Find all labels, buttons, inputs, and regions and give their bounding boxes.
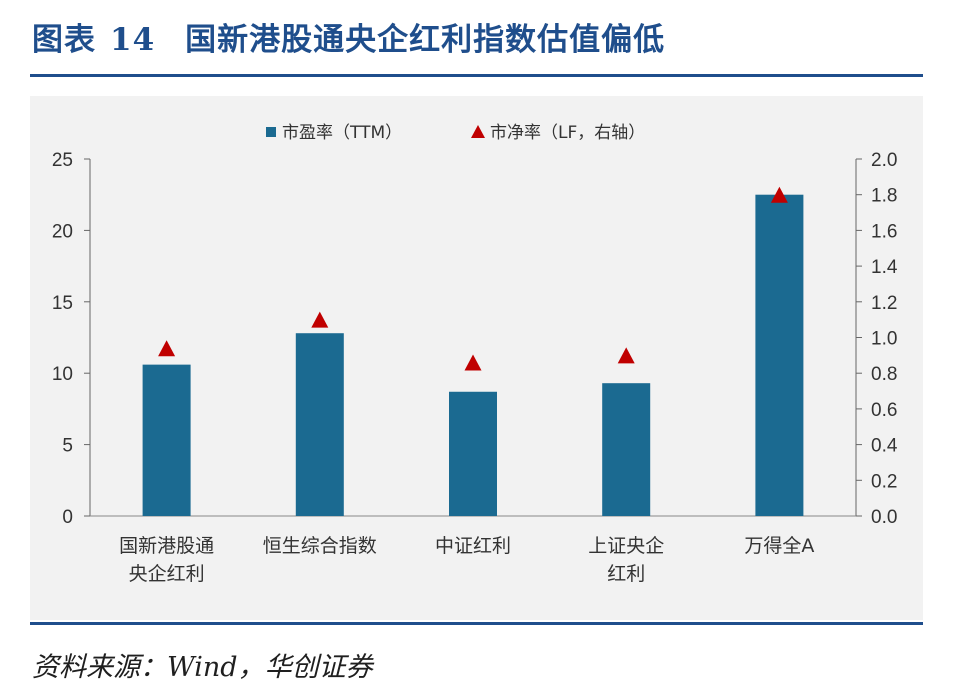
pb-marker bbox=[464, 354, 482, 371]
left-axis-tick-label: 15 bbox=[52, 293, 73, 314]
left-axis-tick-label: 20 bbox=[52, 221, 73, 242]
figure-number: 14 bbox=[110, 22, 156, 58]
right-axis-tick-label: 1.2 bbox=[871, 293, 897, 314]
pb-marker bbox=[311, 311, 329, 328]
left-axis-tick-label: 5 bbox=[62, 436, 73, 457]
category-label: 上证央企 bbox=[588, 535, 664, 557]
legend-pe-swatch bbox=[266, 127, 276, 137]
pe-bar bbox=[295, 333, 344, 516]
right-axis-tick-label: 1.4 bbox=[871, 257, 898, 278]
pe-bar bbox=[755, 194, 804, 516]
category-label: 恒生综合指数 bbox=[263, 535, 377, 557]
right-axis-tick-label: 2.0 bbox=[871, 150, 897, 171]
right-axis-tick-label: 1.0 bbox=[871, 329, 897, 350]
figure-title: 图表 14 国新港股通央企红利指数估值偏低 bbox=[32, 14, 665, 59]
figure-title-text: 国新港股通央企红利指数估值偏低 bbox=[185, 22, 666, 58]
category-label: 红利 bbox=[607, 563, 645, 585]
right-axis-tick-label: 0.0 bbox=[871, 507, 897, 528]
source-note: 资料来源：Wind，华创证券 bbox=[32, 652, 373, 683]
right-axis-tick-label: 0.8 bbox=[871, 364, 897, 385]
left-axis-tick-label: 25 bbox=[52, 150, 73, 171]
category-label: 万得全A bbox=[744, 535, 814, 557]
bar-series bbox=[142, 194, 804, 516]
legend-pe-label: 市盈率（TTM） bbox=[282, 123, 402, 143]
legend: 市盈率（TTM） 市净率（LF，右轴） bbox=[266, 123, 645, 143]
right-axis-tick-label: 0.4 bbox=[871, 436, 898, 457]
pb-marker bbox=[770, 186, 788, 203]
marker-series bbox=[158, 186, 788, 371]
axes: 0 5 10 15 20 25 0.0 0.2 0.4 0.6 0.8 1.0 1.2 1.4 1.6 1.8… bbox=[52, 150, 898, 528]
category-label: 中证红利 bbox=[435, 535, 511, 557]
legend-pb-swatch bbox=[471, 125, 485, 138]
title-divider bbox=[30, 74, 923, 77]
pe-bar bbox=[602, 383, 651, 516]
category-label: 国新港股通 bbox=[119, 535, 214, 557]
left-axis-tick-label: 10 bbox=[52, 364, 73, 385]
right-axis-tick-label: 0.6 bbox=[871, 400, 897, 421]
pb-marker bbox=[617, 347, 635, 364]
source-divider bbox=[30, 622, 923, 625]
right-axis-tick-label: 1.6 bbox=[871, 221, 897, 242]
pb-marker bbox=[158, 340, 176, 357]
left-axis-tick-label: 0 bbox=[62, 507, 73, 528]
right-axis-tick-label: 1.8 bbox=[871, 186, 897, 207]
right-axis-tick-label: 0.2 bbox=[871, 471, 897, 492]
figure-label: 图表 bbox=[32, 22, 96, 58]
pe-bar bbox=[142, 364, 191, 516]
pe-bar bbox=[449, 391, 497, 516]
legend-pb-label: 市净率（LF，右轴） bbox=[490, 123, 645, 143]
category-label: 央企红利 bbox=[129, 563, 205, 585]
